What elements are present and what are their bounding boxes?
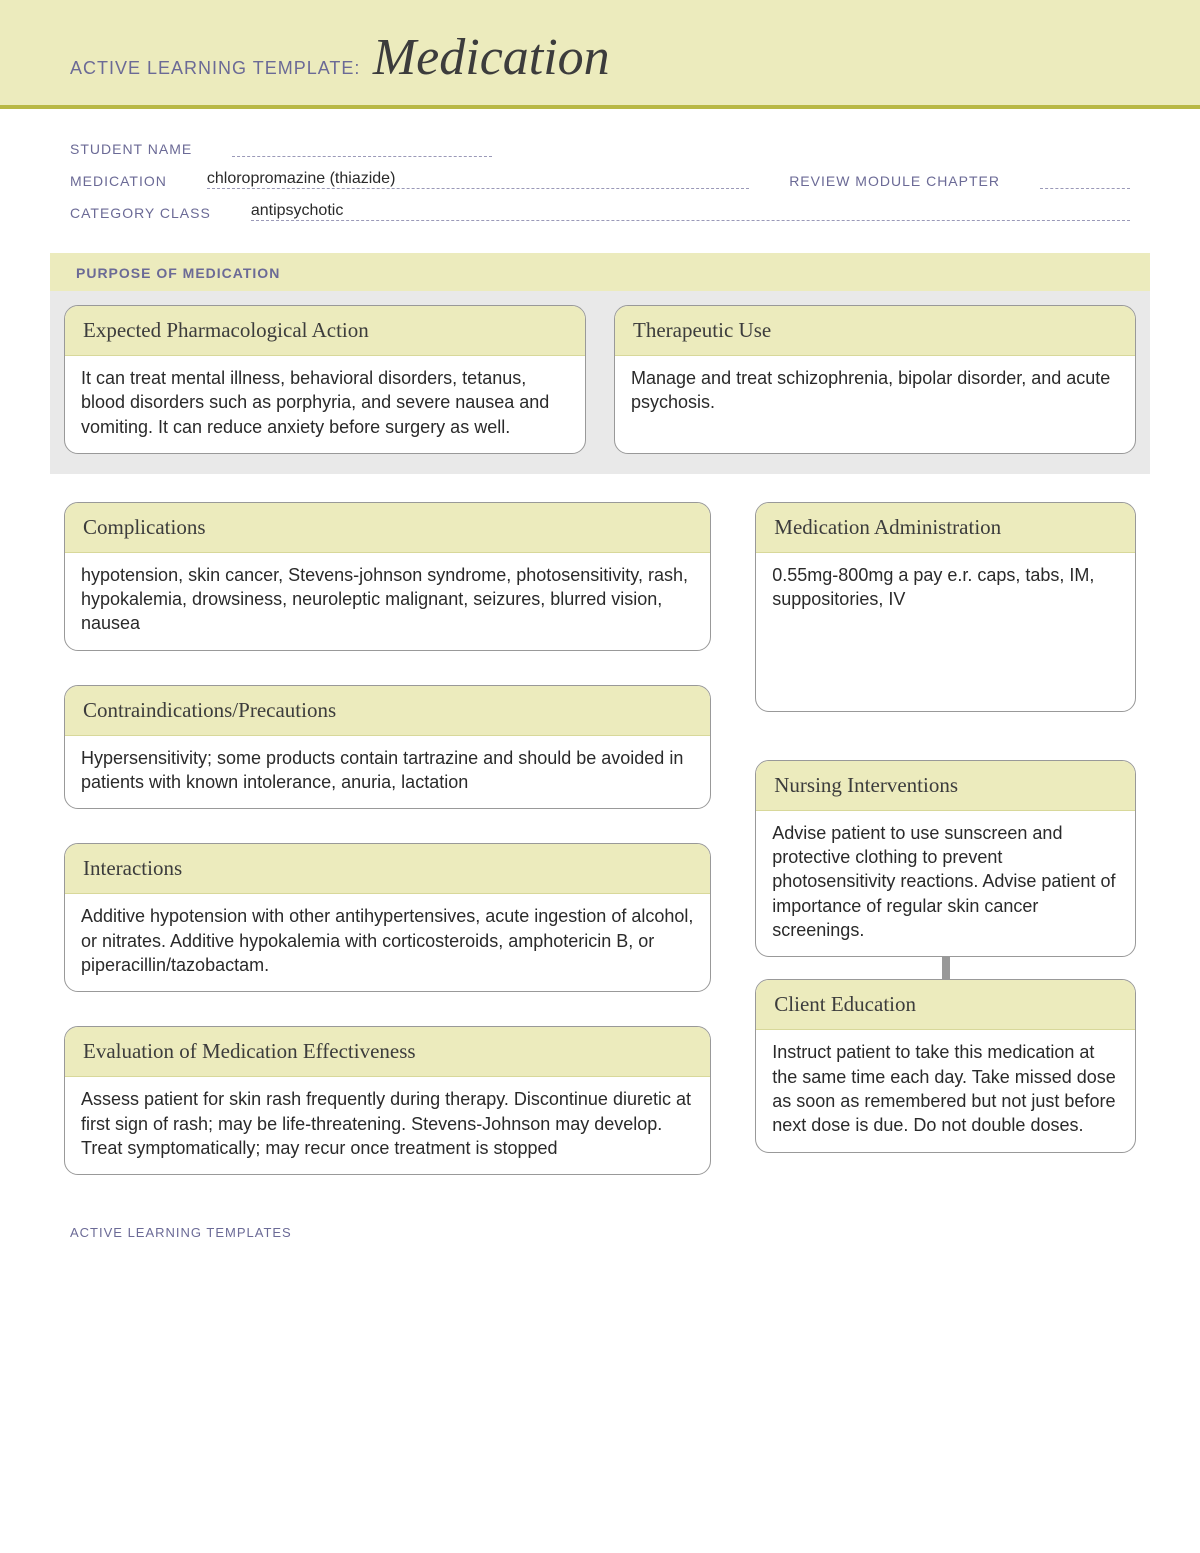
card-evaluation: Evaluation of Medication Effectiveness A… [64,1026,711,1175]
card-head-pharm-action: Expected Pharmacological Action [65,306,585,356]
card-body-therapeutic-use: Manage and treat schizophrenia, bipolar … [615,356,1135,453]
value-medication: chloropromazine (thiazide) [207,170,396,188]
card-body-evaluation: Assess patient for skin rash frequently … [65,1077,710,1174]
card-head-therapeutic-use: Therapeutic Use [615,306,1135,356]
card-head-interactions: Interactions [65,844,710,894]
label-student-name: STUDENT NAME [70,141,192,157]
card-body-interactions: Additive hypotension with other antihype… [65,894,710,991]
card-client-ed: Client Education Instruct patient to tak… [755,979,1136,1152]
card-head-contraindications: Contraindications/Precautions [65,686,710,736]
card-complications: Complications hypotension, skin cancer, … [64,502,711,651]
label-review: REVIEW MODULE CHAPTER [789,173,1000,189]
card-body-pharm-action: It can treat mental illness, behavioral … [65,356,585,453]
card-body-client-ed: Instruct patient to take this medication… [756,1030,1135,1151]
right-column: Medication Administration 0.55mg-800mg a… [755,502,1136,1175]
line-student-name[interactable] [232,139,492,157]
purpose-row: Expected Pharmacological Action It can t… [50,291,1150,474]
row-category: CATEGORY CLASS antipsychotic [70,203,1130,221]
grid-area: Complications hypotension, skin cancer, … [64,502,1136,1175]
card-interactions: Interactions Additive hypotension with o… [64,843,711,992]
header-band: ACTIVE LEARNING TEMPLATE: Medication [0,0,1200,109]
footer-text: ACTIVE LEARNING TEMPLATES [0,1175,1200,1240]
value-category: antipsychotic [251,202,344,220]
label-category: CATEGORY CLASS [70,205,211,221]
row-medication: MEDICATION chloropromazine (thiazide) RE… [70,171,1130,189]
purpose-label: PURPOSE OF MEDICATION [50,253,1150,291]
card-head-nursing: Nursing Interventions [756,761,1135,811]
line-review[interactable] [1040,171,1130,189]
row-student-name: STUDENT NAME [70,139,1130,157]
card-nursing: Nursing Interventions Advise patient to … [755,760,1136,957]
label-medication: MEDICATION [70,173,167,189]
card-head-complications: Complications [65,503,710,553]
line-medication[interactable]: chloropromazine (thiazide) [207,171,749,189]
card-body-contraindications: Hypersensitivity; some products contain … [65,736,710,809]
card-body-med-admin: 0.55mg-800mg a pay e.r. caps, tabs, IM, … [756,553,1135,711]
header-title: Medication [373,29,610,86]
line-category[interactable]: antipsychotic [251,203,1130,221]
card-head-client-ed: Client Education [756,980,1135,1030]
card-body-nursing: Advise patient to use sunscreen and prot… [756,811,1135,956]
card-contraindications: Contraindications/Precautions Hypersensi… [64,685,711,810]
card-head-evaluation: Evaluation of Medication Effectiveness [65,1027,710,1077]
header-prefix: ACTIVE LEARNING TEMPLATE: [70,58,360,78]
left-column: Complications hypotension, skin cancer, … [64,502,711,1175]
connector-nursing-clienteducation [942,957,950,979]
card-pharm-action: Expected Pharmacological Action It can t… [64,305,586,454]
card-head-med-admin: Medication Administration [756,503,1135,553]
fields-block: STUDENT NAME MEDICATION chloropromazine … [0,109,1200,253]
card-med-admin: Medication Administration 0.55mg-800mg a… [755,502,1136,712]
card-body-complications: hypotension, skin cancer, Stevens-johnso… [65,553,710,650]
page-root: ACTIVE LEARNING TEMPLATE: Medication STU… [0,0,1200,1300]
gap-1 [755,712,1136,760]
card-therapeutic-use: Therapeutic Use Manage and treat schizop… [614,305,1136,454]
